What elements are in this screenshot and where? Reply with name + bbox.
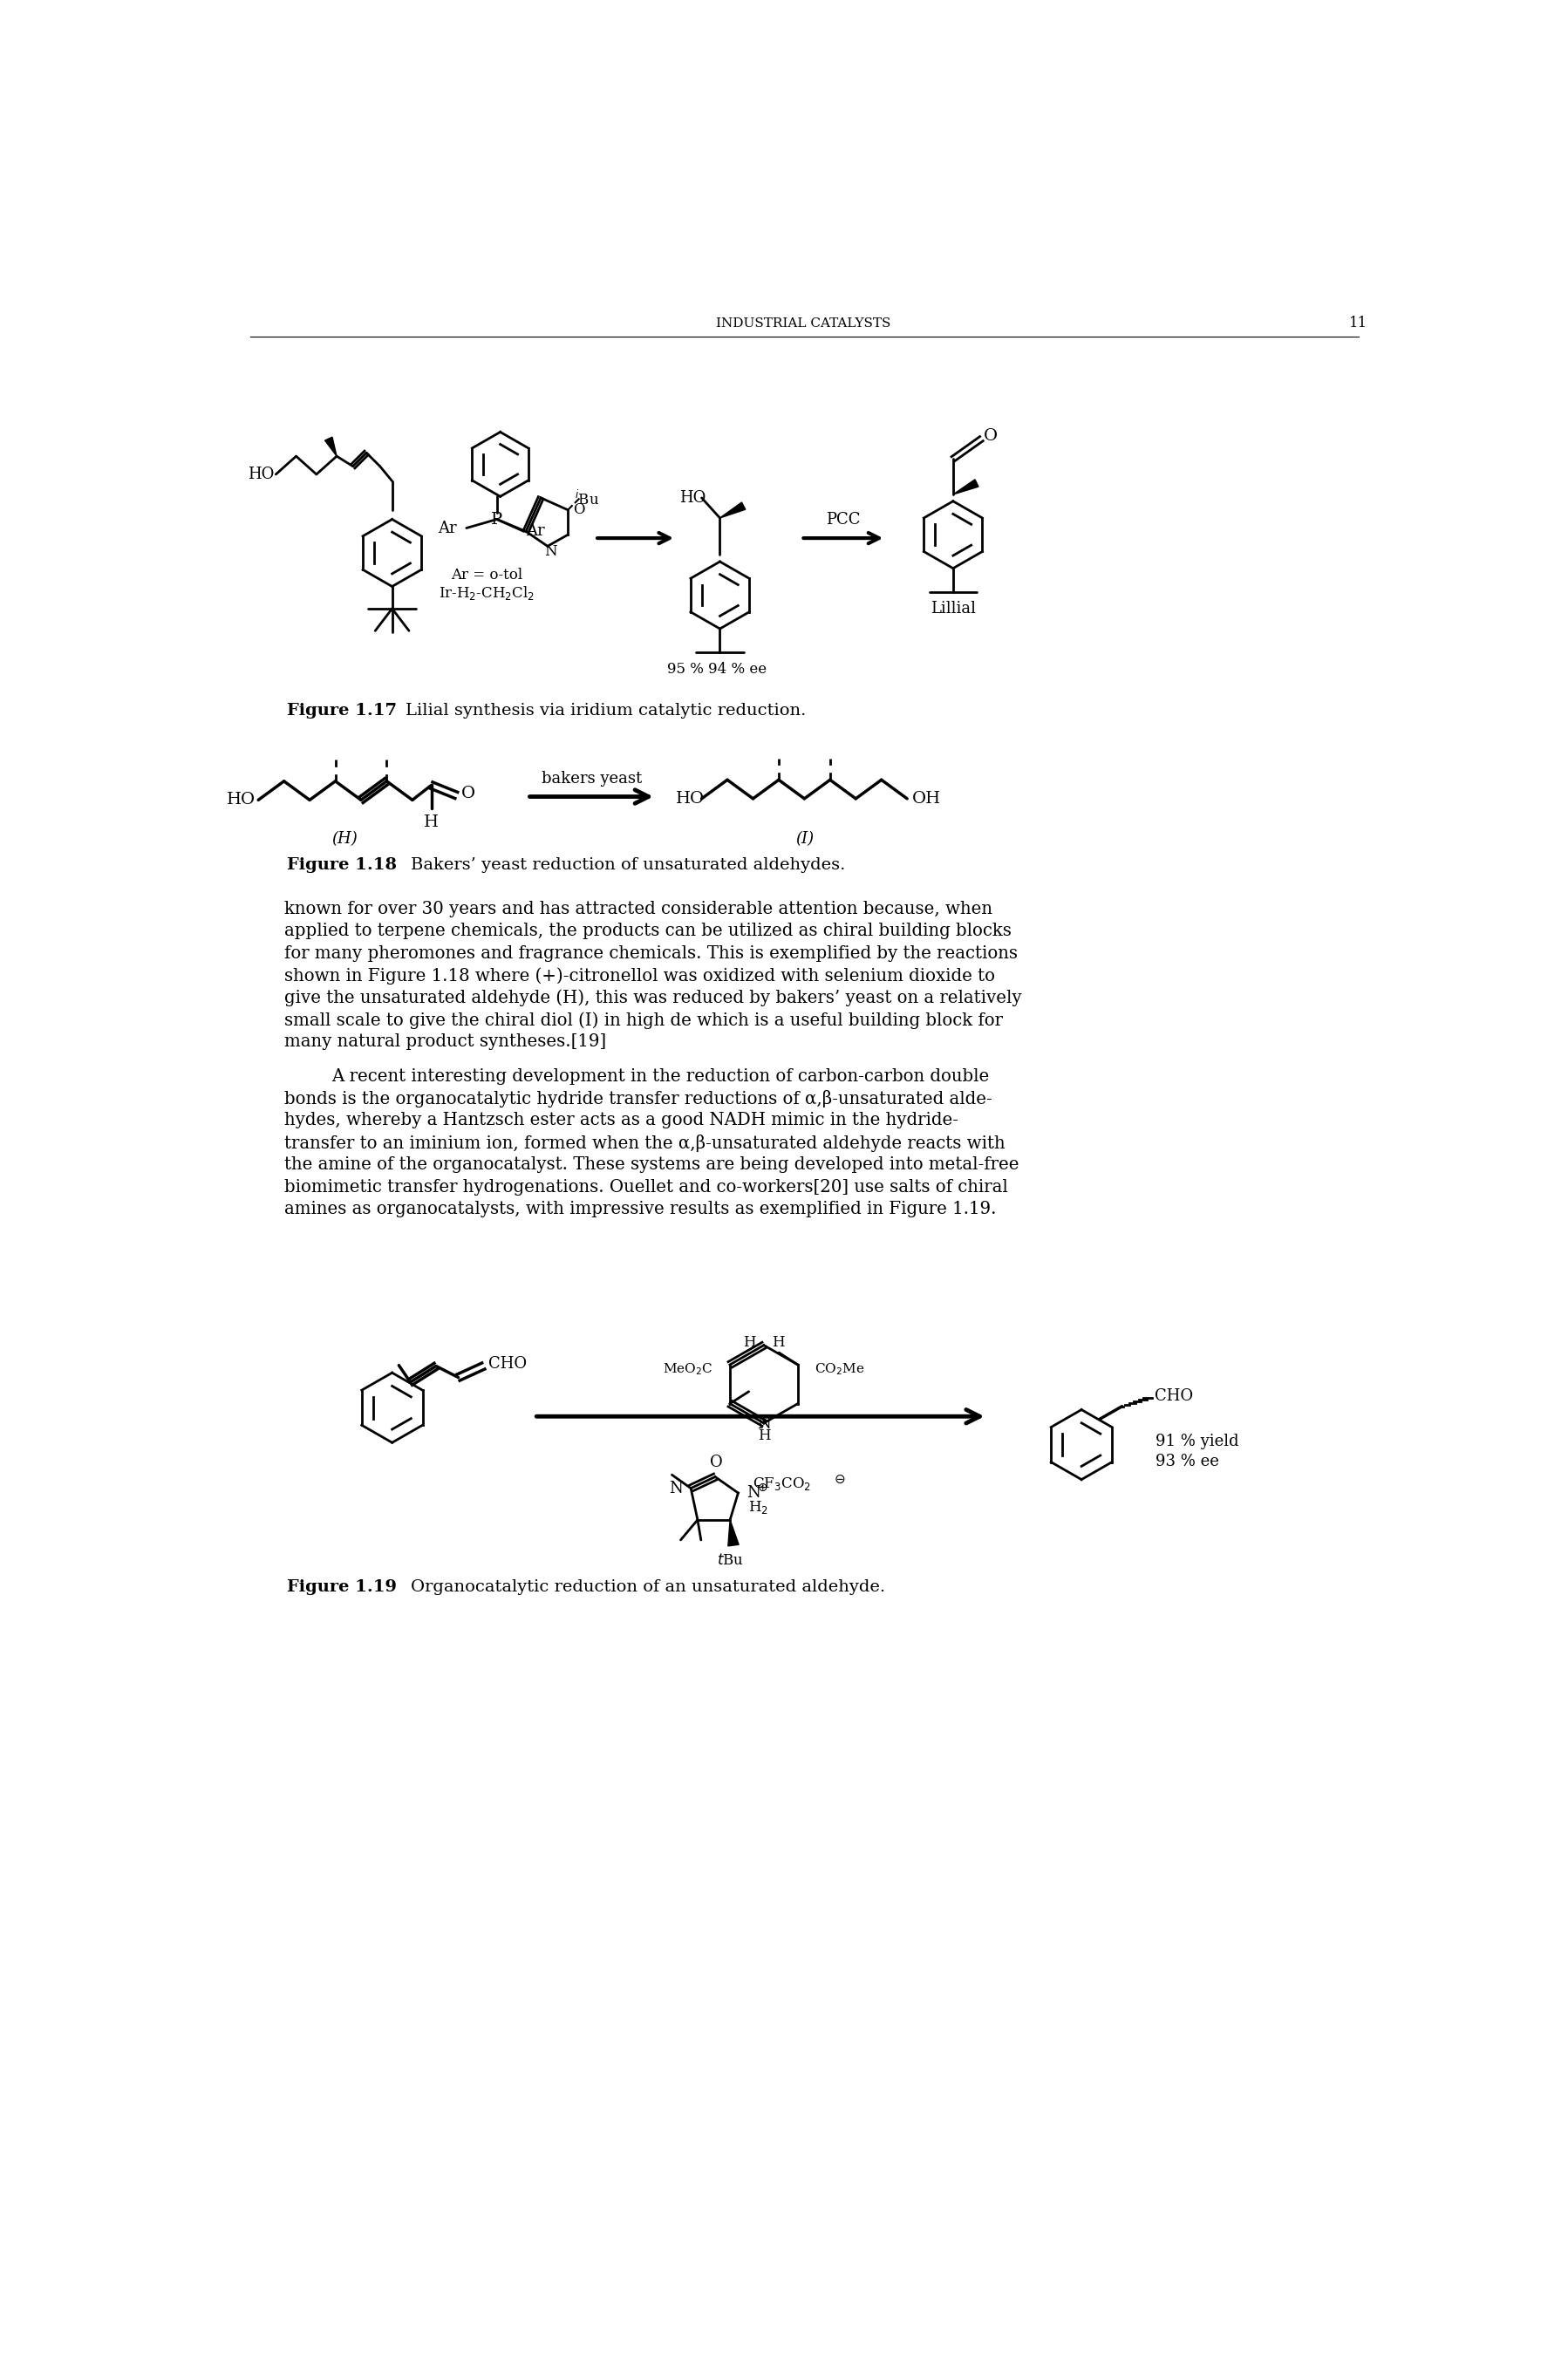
Text: CO$_2$Me: CO$_2$Me <box>814 1361 864 1377</box>
Text: biomimetic transfer hydrogenations. Ouellet and co-workers[20] use salts of chir: biomimetic transfer hydrogenations. Ouel… <box>284 1179 1007 1196</box>
Text: Organocatalytic reduction of an unsaturated aldehyde.: Organocatalytic reduction of an unsatura… <box>411 1580 884 1594</box>
Text: 93 % ee: 93 % ee <box>1156 1453 1218 1469</box>
Text: $t$Bu: $t$Bu <box>717 1552 743 1568</box>
Text: $\oplus$: $\oplus$ <box>757 1481 767 1493</box>
Text: Lillial: Lillial <box>930 601 975 615</box>
Text: N: N <box>746 1486 759 1500</box>
Text: MeO$_2$C: MeO$_2$C <box>663 1361 713 1377</box>
Text: OH: OH <box>913 790 941 806</box>
Text: H: H <box>771 1335 784 1349</box>
Text: many natural product syntheses.[19]: many natural product syntheses.[19] <box>284 1033 605 1049</box>
Text: bonds is the organocatalytic hydride transfer reductions of α,β-unsaturated alde: bonds is the organocatalytic hydride tra… <box>284 1089 991 1108</box>
Polygon shape <box>325 436 337 455</box>
Text: Lilial synthesis via iridium catalytic reduction.: Lilial synthesis via iridium catalytic r… <box>406 703 806 719</box>
Text: Ar: Ar <box>525 523 544 540</box>
Text: P: P <box>491 512 502 528</box>
Text: A recent interesting development in the reduction of carbon-carbon double: A recent interesting development in the … <box>331 1068 988 1085</box>
Text: Figure 1.18: Figure 1.18 <box>287 856 397 872</box>
Text: shown in Figure 1.18 where (+)-citronellol was oxidized with selenium dioxide to: shown in Figure 1.18 where (+)-citronell… <box>284 967 994 983</box>
Text: HO: HO <box>226 792 256 809</box>
Text: CHO: CHO <box>1154 1389 1192 1403</box>
Text: $\ominus$: $\ominus$ <box>833 1474 845 1486</box>
Text: HO: HO <box>248 467 274 481</box>
Text: Figure 1.17: Figure 1.17 <box>287 703 397 719</box>
Polygon shape <box>952 479 978 495</box>
Text: (I): (I) <box>795 830 814 847</box>
Text: 11: 11 <box>1348 316 1367 330</box>
Text: small scale to give the chiral diol (I) in high de which is a useful building bl: small scale to give the chiral diol (I) … <box>284 1012 1002 1028</box>
Text: known for over 30 years and has attracted considerable attention because, when: known for over 30 years and has attracte… <box>284 901 991 917</box>
Text: H: H <box>423 816 439 830</box>
Text: H$_2$: H$_2$ <box>748 1500 768 1516</box>
Polygon shape <box>720 502 745 519</box>
Text: HO: HO <box>676 790 704 806</box>
Text: Figure 1.19: Figure 1.19 <box>287 1580 397 1594</box>
Text: CF$_3$CO$_2$: CF$_3$CO$_2$ <box>753 1476 811 1493</box>
Text: $^i$Bu: $^i$Bu <box>574 490 599 509</box>
Polygon shape <box>728 1521 739 1547</box>
Text: the amine of the organocatalyst. These systems are being developed into metal-fr: the amine of the organocatalyst. These s… <box>284 1155 1018 1174</box>
Text: for many pheromones and fragrance chemicals. This is exemplified by the reaction: for many pheromones and fragrance chemic… <box>284 946 1016 962</box>
Text: CHO: CHO <box>488 1356 527 1372</box>
Text: hydes, whereby a Hantzsch ester acts as a good NADH mimic in the hydride-: hydes, whereby a Hantzsch ester acts as … <box>284 1113 958 1129</box>
Text: PCC: PCC <box>825 512 859 528</box>
Text: HO: HO <box>679 490 706 505</box>
Text: O: O <box>983 429 997 443</box>
Text: O: O <box>572 502 585 516</box>
Text: give the unsaturated aldehyde (H), this was reduced by bakers’ yeast on a relati: give the unsaturated aldehyde (H), this … <box>284 990 1021 1007</box>
Text: transfer to an iminium ion, formed when the α,β-unsaturated aldehyde reacts with: transfer to an iminium ion, formed when … <box>284 1134 1004 1151</box>
Text: (H): (H) <box>332 830 358 847</box>
Text: N: N <box>756 1417 770 1431</box>
Text: amines as organocatalysts, with impressive results as exemplified in Figure 1.19: amines as organocatalysts, with impressi… <box>284 1200 996 1217</box>
Text: N: N <box>668 1481 682 1495</box>
Text: Ar: Ar <box>437 521 456 535</box>
Text: H: H <box>743 1335 756 1349</box>
Text: 95 % 94 % ee: 95 % 94 % ee <box>666 663 765 677</box>
Text: O: O <box>461 785 475 802</box>
Text: INDUSTRIAL CATALYSTS: INDUSTRIAL CATALYSTS <box>717 316 891 330</box>
Text: Ir-H$_2$-CH$_2$Cl$_2$: Ir-H$_2$-CH$_2$Cl$_2$ <box>439 585 535 601</box>
Text: Ar = o-tol: Ar = o-tol <box>450 568 522 582</box>
Text: H: H <box>757 1429 770 1443</box>
Text: N: N <box>544 545 557 559</box>
Text: bakers yeast: bakers yeast <box>541 771 641 785</box>
Text: 91 % yield: 91 % yield <box>1156 1434 1239 1450</box>
Text: Bakers’ yeast reduction of unsaturated aldehydes.: Bakers’ yeast reduction of unsaturated a… <box>411 856 845 872</box>
Text: O: O <box>710 1455 723 1469</box>
Text: applied to terpene chemicals, the products can be utilized as chiral building bl: applied to terpene chemicals, the produc… <box>284 922 1011 938</box>
